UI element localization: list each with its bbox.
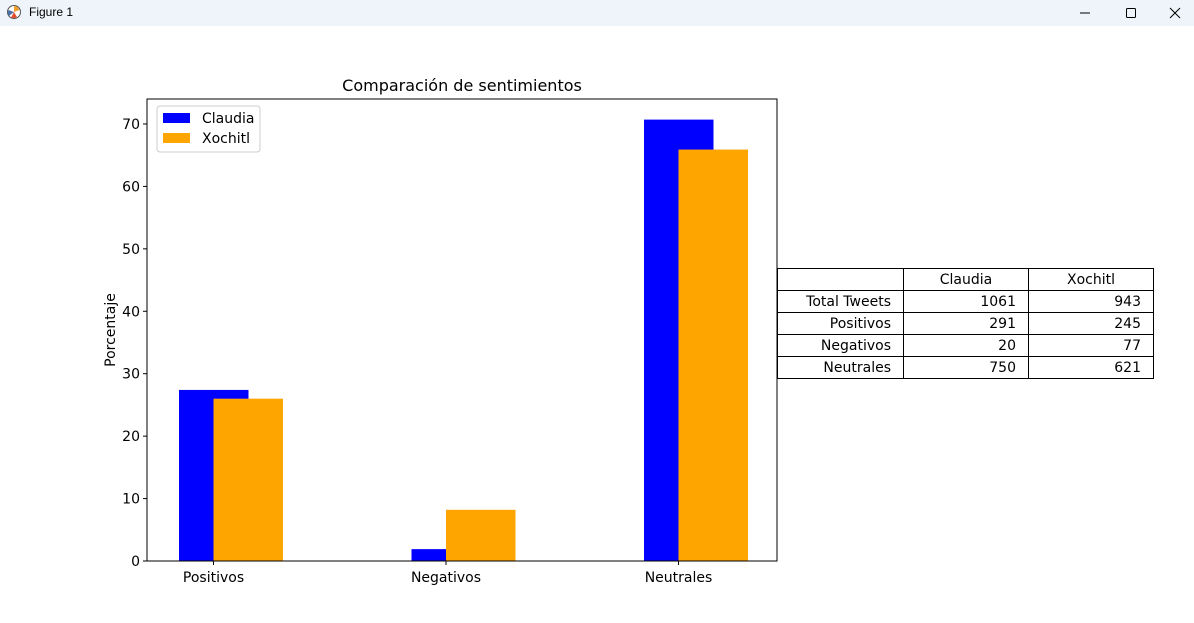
x-tick-label: Negativos — [411, 570, 481, 586]
y-tick-label: 50 — [122, 242, 140, 258]
minimize-button[interactable] — [1062, 0, 1108, 26]
table-header-cell: Xochitl — [1028, 268, 1154, 291]
window-title: Figure 1 — [29, 5, 74, 19]
table-row-label: Negativos — [777, 334, 904, 357]
bar-xochitl-neutrales — [678, 149, 748, 562]
table-cell: 750 — [903, 356, 1029, 379]
table-row: Total Tweets 1061 943 — [777, 290, 1154, 313]
y-axis-label: Porcentaje — [103, 293, 119, 367]
maximize-button[interactable] — [1108, 0, 1154, 26]
y-tick-label: 40 — [122, 304, 140, 320]
y-tick-label: 20 — [122, 429, 140, 445]
close-button[interactable] — [1152, 0, 1194, 26]
table-cell: 20 — [903, 334, 1029, 357]
maximize-icon — [1126, 8, 1136, 18]
y-tick-label: 0 — [131, 554, 140, 570]
bar-xochitl-positivos — [213, 398, 283, 561]
table-row: Negativos 20 77 — [777, 334, 1154, 357]
bar-chart: Positivos Negativos Neutrales 0 10 20 30 40 50 60… — [103, 76, 778, 586]
table-row: Positivos 291 245 — [777, 312, 1154, 335]
table-row-label: Positivos — [777, 312, 904, 335]
table-cell: 291 — [903, 312, 1029, 335]
table-header-cell: Claudia — [903, 268, 1029, 291]
legend-label-claudia: Claudia — [202, 111, 254, 127]
table-row-label: Total Tweets — [777, 290, 904, 313]
x-tick-label: Positivos — [183, 570, 244, 586]
bar-xochitl-negativos — [446, 509, 516, 561]
chart-title: Comparación de sentimientos — [342, 76, 582, 95]
table-header-row: Claudia Xochitl — [777, 268, 1154, 291]
data-table: Claudia Xochitl Total Tweets 1061 943 Positiv… — [777, 268, 1154, 379]
table-row: Neutrales 750 621 — [777, 356, 1154, 379]
table-corner-cell — [777, 268, 904, 291]
table-cell: 77 — [1028, 334, 1154, 357]
legend-swatch-claudia — [163, 113, 190, 123]
y-tick-label: 60 — [122, 179, 140, 195]
table-cell: 1061 — [903, 290, 1029, 313]
table-cell: 943 — [1028, 290, 1154, 313]
table-cell: 621 — [1028, 356, 1154, 379]
x-tick-label: Neutrales — [645, 570, 713, 586]
minimize-icon — [1080, 12, 1090, 14]
y-tick-label: 30 — [122, 367, 140, 383]
matplotlib-icon — [7, 5, 21, 19]
legend-label-xochitl: Xochitl — [202, 131, 250, 147]
table-row-label: Neutrales — [777, 356, 904, 379]
window-titlebar: Figure 1 — [0, 0, 1194, 26]
table-cell: 245 — [1028, 312, 1154, 335]
y-tick-label: 70 — [122, 117, 140, 133]
y-tick-label: 10 — [122, 492, 140, 508]
close-icon — [1169, 7, 1181, 19]
legend-swatch-xochitl — [163, 133, 190, 143]
